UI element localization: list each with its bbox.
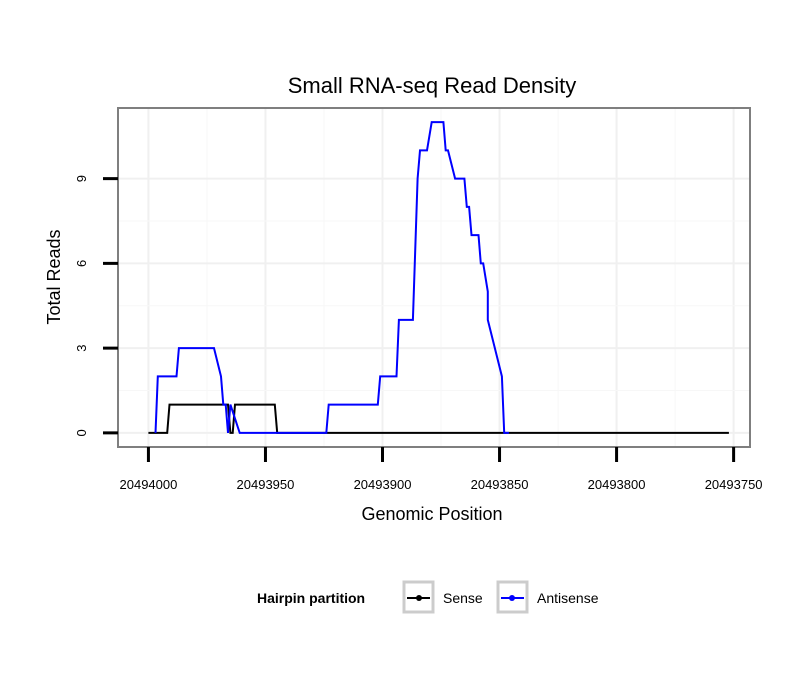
series-line-sense — [148, 403, 729, 434]
x-tick-label-2: 20493900 — [354, 477, 412, 492]
x-tick-label-3: 20493850 — [471, 477, 529, 492]
chart-title: Small RNA-seq Read Density — [288, 73, 577, 98]
y-axis-title: Total Reads — [44, 229, 64, 324]
series-line-antisense — [154, 121, 509, 434]
plot-panel-border — [117, 107, 751, 448]
plot-panel — [118, 108, 750, 447]
legend-point-sense — [416, 595, 422, 601]
y-tick-label-3: 9 — [74, 175, 89, 182]
legend-label-antisense: Antisense — [537, 590, 599, 606]
legend: Hairpin partition Sense Antisense — [257, 580, 599, 614]
legend-point-antisense — [509, 595, 515, 601]
x-tick-label-4: 20493800 — [588, 477, 646, 492]
x-tick-label-5: 20493750 — [705, 477, 763, 492]
y-tick-label-1: 3 — [74, 345, 89, 352]
x-axis-title: Genomic Position — [361, 504, 502, 524]
gridlines — [118, 108, 750, 447]
legend-title: Hairpin partition — [257, 590, 365, 606]
y-tick-label-2: 6 — [74, 260, 89, 267]
x-axis: 20494000 20493950 20493900 20493850 20493800… — [120, 447, 763, 492]
y-axis: 0 3 6 9 — [74, 175, 118, 436]
legend-label-sense: Sense — [443, 590, 483, 606]
x-tick-label-1: 20493950 — [237, 477, 295, 492]
x-tick-label-0: 20494000 — [120, 477, 178, 492]
series-layer — [148, 121, 729, 434]
y-tick-label-0: 0 — [74, 429, 89, 436]
